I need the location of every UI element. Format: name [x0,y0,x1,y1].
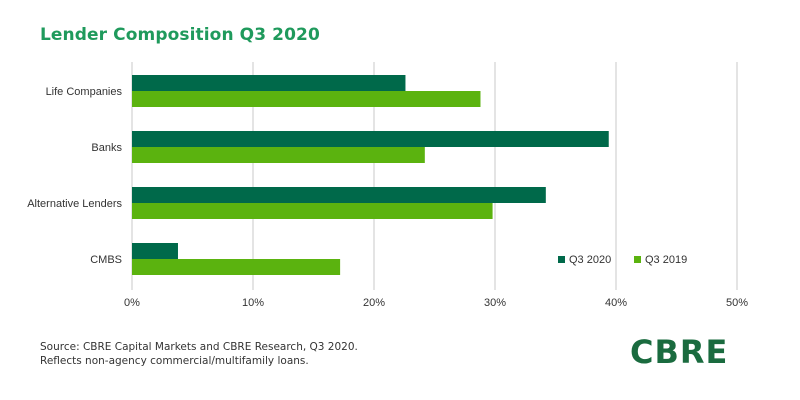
bar-q3-2019 [132,203,493,219]
x-tick-label: 30% [484,297,506,309]
bar-q3-2020 [132,131,609,147]
x-tick-label: 10% [242,297,264,309]
chart-title: Lender Composition Q3 2020 [40,25,320,45]
bar-q3-2019 [132,147,425,163]
bar-q3-2020 [132,187,546,203]
legend-label: Q3 2019 [645,254,687,266]
category-label: Life Companies [46,86,123,98]
legend-label: Q3 2020 [569,254,611,266]
category-label: Banks [91,142,122,154]
bar-q3-2020 [132,75,406,91]
category-label: Alternative Lenders [27,198,122,210]
bar-q3-2019 [132,259,341,275]
x-tick-label: 0% [124,297,140,309]
bar-q3-2020 [132,243,178,259]
category-label: CMBS [90,254,122,266]
bar-q3-2019 [132,91,481,107]
source-note: Source: CBRE Capital Markets and CBRE Re… [40,340,358,368]
source-line-1: Source: CBRE Capital Markets and CBRE Re… [40,341,358,353]
legend-swatch [634,256,641,263]
cbre-logo: CBRE [630,333,729,371]
x-tick-label: 40% [605,297,627,309]
legend-swatch [558,256,565,263]
x-tick-label: 50% [726,297,748,309]
x-tick-label: 20% [363,297,385,309]
source-line-2: Reflects non-agency commercial/multifami… [40,355,309,367]
